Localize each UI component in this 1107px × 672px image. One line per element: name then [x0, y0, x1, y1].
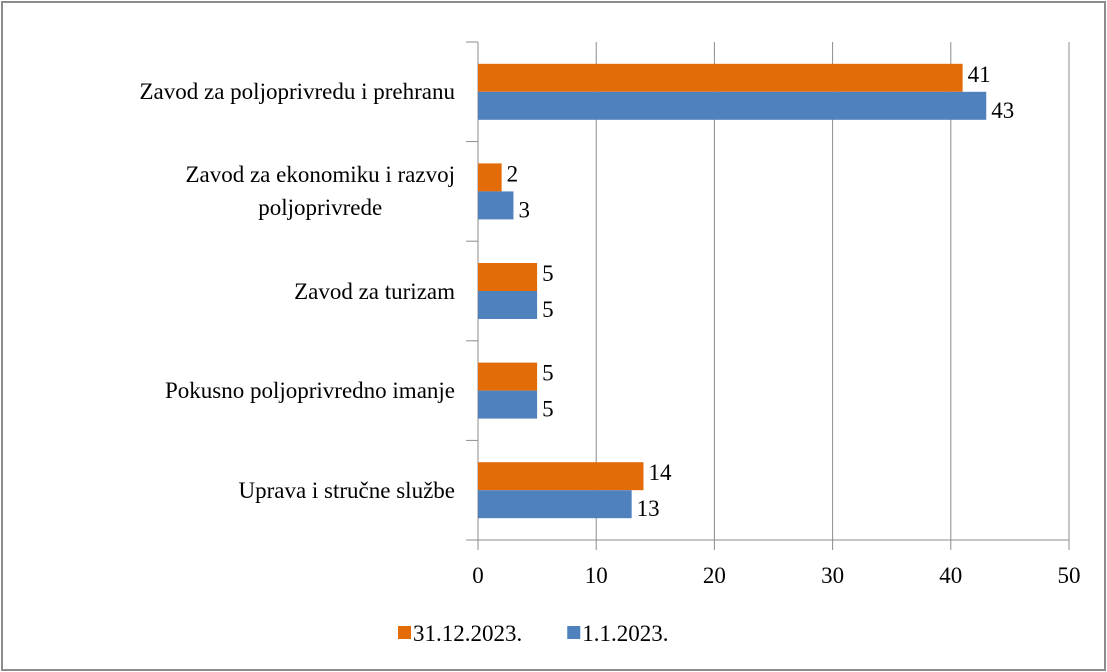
- x-tick-label: 20: [703, 563, 726, 588]
- y-tick-label: Zavod za turizam: [0, 241, 455, 341]
- value-label: 5: [542, 297, 554, 322]
- y-tick-label: Pokusno poljoprivredno imanje: [0, 341, 455, 441]
- y-tick-label: Uprava i stručne službe: [0, 440, 455, 540]
- category-text: Zavod za poljoprivredu i prehranu: [139, 79, 456, 105]
- bar: [478, 263, 538, 291]
- bar: [478, 163, 502, 192]
- value-label: 13: [637, 496, 660, 521]
- value-label: 41: [968, 62, 991, 87]
- category-text: Zavod za ekonomiku i razvoj poljoprivred…: [185, 162, 455, 221]
- x-tick-label: 40: [939, 563, 962, 588]
- x-tick-label: 0: [472, 563, 484, 588]
- bar: [478, 462, 644, 491]
- bar: [478, 191, 514, 220]
- bar: [478, 63, 963, 92]
- x-tick-label: 30: [821, 563, 844, 588]
- bar: [478, 291, 538, 319]
- value-label: 3: [518, 197, 530, 222]
- value-label: 2: [507, 161, 519, 186]
- bar: [478, 390, 538, 419]
- x-tick-label: 10: [585, 563, 608, 588]
- bar: [478, 91, 987, 120]
- bar: [478, 490, 632, 519]
- legend-swatch: [398, 626, 411, 639]
- x-tick-label: 50: [1058, 563, 1081, 588]
- y-tick-label: Zavod za poljoprivredu i prehranu: [0, 42, 456, 142]
- legend-label: 1.1.2023.: [582, 621, 668, 646]
- category-text: Pokusno poljoprivredno imanje: [164, 378, 455, 404]
- value-label: 43: [991, 98, 1014, 123]
- category-text: Uprava i stručne službe: [238, 477, 455, 503]
- bar: [478, 362, 538, 391]
- value-label: 5: [542, 361, 554, 386]
- value-label: 5: [542, 397, 554, 422]
- legend-label: 31.12.2023.: [413, 621, 522, 646]
- legend-swatch: [567, 626, 581, 639]
- category-text: Zavod za turizam: [294, 278, 455, 304]
- y-tick-label: Zavod za ekonomiku i razvoj poljoprivred…: [0, 141, 455, 241]
- value-label: 5: [542, 261, 554, 286]
- value-label: 14: [648, 460, 672, 485]
